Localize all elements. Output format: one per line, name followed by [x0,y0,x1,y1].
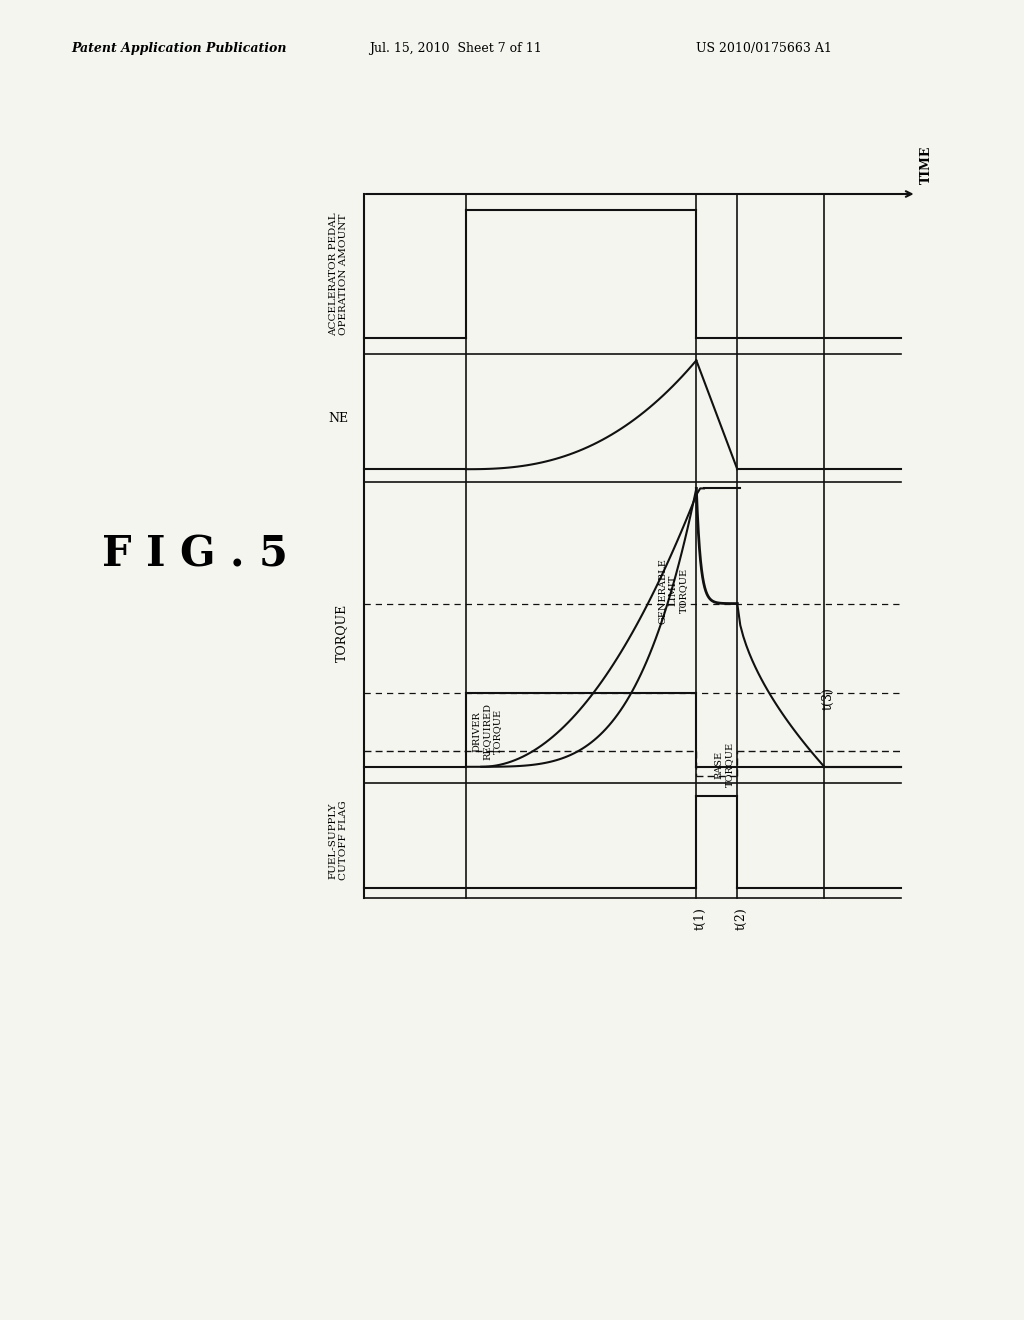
Text: t(1): t(1) [694,908,707,931]
Text: BASE
TORQUE: BASE TORQUE [715,742,734,788]
Text: NE: NE [328,412,348,425]
Text: GENERABLE
LIMIT
TORQUE: GENERABLE LIMIT TORQUE [658,558,688,624]
Text: FUEL-SUPPLY
CUTOFF FLAG: FUEL-SUPPLY CUTOFF FLAG [329,800,348,880]
Text: US 2010/0175663 A1: US 2010/0175663 A1 [696,42,833,55]
Text: Patent Application Publication: Patent Application Publication [72,42,287,55]
Text: ACCELERATOR PEDAL
OPERATION AMOUNT: ACCELERATOR PEDAL OPERATION AMOUNT [329,213,348,335]
Text: t(3): t(3) [822,686,835,710]
Text: t(2): t(2) [735,908,748,931]
Text: TORQUE: TORQUE [335,603,348,661]
Text: Jul. 15, 2010  Sheet 7 of 11: Jul. 15, 2010 Sheet 7 of 11 [369,42,542,55]
Text: TIME: TIME [921,147,933,185]
Text: DRIVER
REQUIRED
TORQUE: DRIVER REQUIRED TORQUE [472,704,503,760]
Text: F I G . 5: F I G . 5 [102,533,289,576]
